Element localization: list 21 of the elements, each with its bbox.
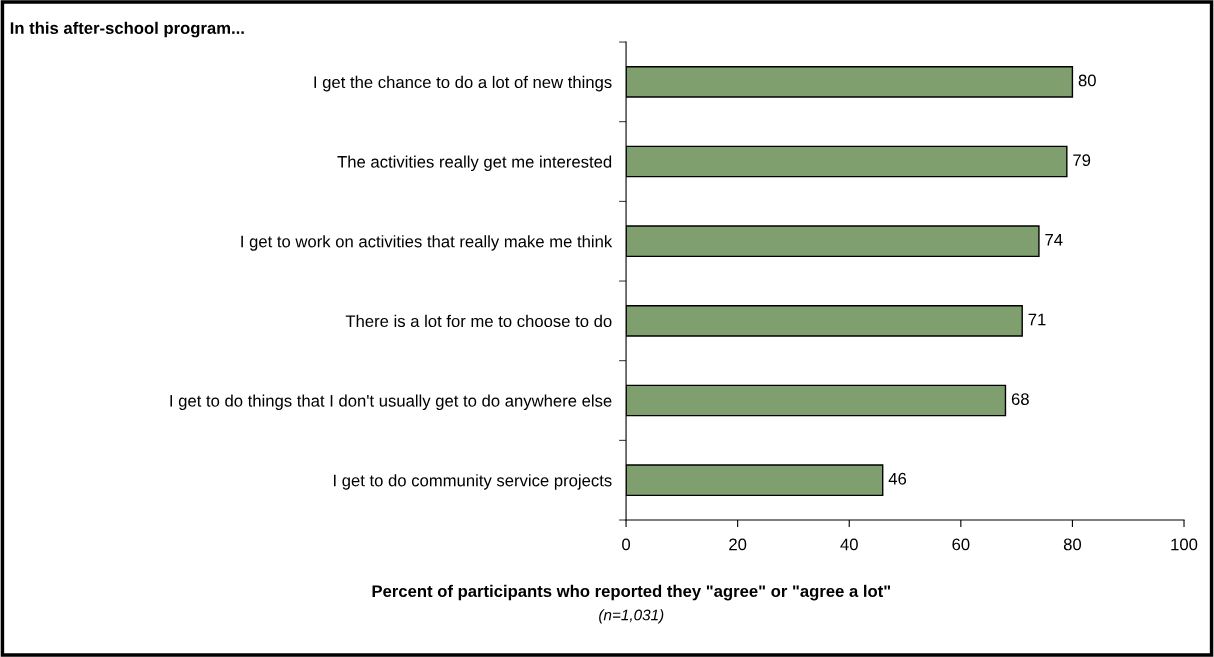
data-label: 80 <box>1078 74 1096 87</box>
text: In this after-school program... <box>10 21 244 38</box>
y-tick-label: I get to do things that I don't usually get to do anywhere else <box>170 394 612 411</box>
y-tick-label: There is a lot for me to choose to do <box>345 314 612 328</box>
x-tick-label: 20 <box>729 538 747 551</box>
text: (n=1,031) <box>599 609 664 624</box>
y-tick-label: I get to do community service projects <box>333 474 612 490</box>
data-label: 71 <box>1028 313 1046 326</box>
y-tick-label: I get to work on activities that really make me think <box>241 235 613 251</box>
data-label: 68 <box>1011 393 1029 405</box>
data-label: 46 <box>888 472 907 485</box>
y-tick-label: I get the chance to do a lot of new things <box>314 75 612 92</box>
y-tick-label: The activities really get me interested <box>337 155 612 172</box>
x-tick-label: 80 <box>1063 538 1082 551</box>
x-tick-label: 40 <box>840 538 858 551</box>
x-axis-title: Percent of participants who reported they "agree" or "agree a lot" <box>372 584 891 601</box>
x-tick-label: 0 <box>622 538 631 551</box>
x-tick-label: 100 <box>1171 538 1198 551</box>
x-tick-label: 60 <box>952 538 970 551</box>
data-label: 79 <box>1073 154 1091 167</box>
data-label: 74 <box>1045 234 1063 246</box>
